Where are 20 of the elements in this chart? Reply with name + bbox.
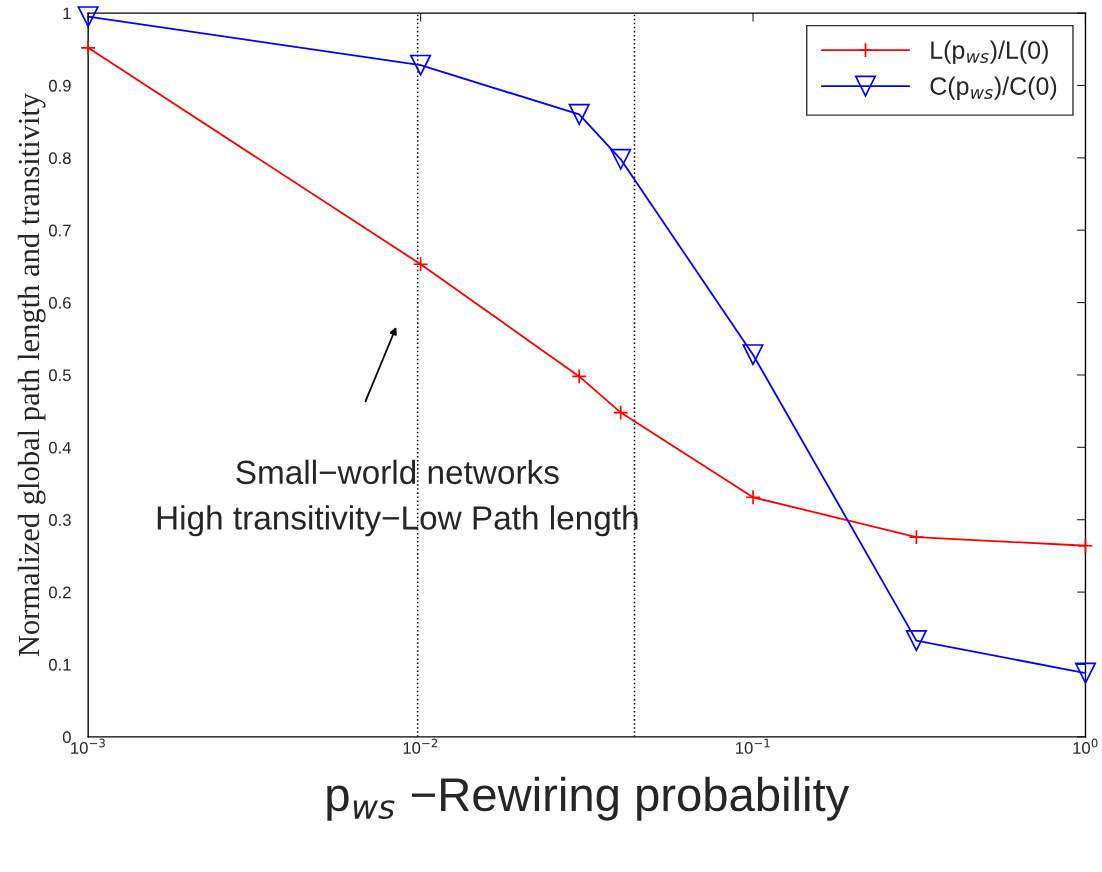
x-axis-title: p$_{ws}$ −Rewiring probability xyxy=(327,776,850,821)
y-tick-label: 0.2 xyxy=(48,586,71,599)
x-tick-label: 10$^{−3}$ xyxy=(71,738,105,754)
x-tick-label: 10$^{0}$ xyxy=(1073,738,1098,754)
y-tick-label: 0.1 xyxy=(48,658,71,671)
x-tick-label: 10$^{−1}$ xyxy=(736,738,770,754)
y-tick-label: 0.7 xyxy=(48,224,71,237)
y-tick-label: 0 xyxy=(62,731,71,744)
y-tick-label: 0.5 xyxy=(48,369,71,382)
legend-label: L(p$_{ws}$)/L(0) xyxy=(931,40,1048,64)
y-tick-label: 0.3 xyxy=(48,514,71,526)
y-tick-label: 0.9 xyxy=(48,79,71,92)
y-tick-label: 0.4 xyxy=(48,441,72,454)
y-axis-title: Normalized global path length and transitivity xyxy=(17,92,46,657)
legend-label: C(p$_{ws}$)/C(0) xyxy=(930,76,1057,100)
x-tick-label: 10$^{−2}$ xyxy=(403,738,438,754)
y-tick-label: 0.8 xyxy=(48,152,71,165)
y-tick-label: 1 xyxy=(63,7,71,20)
y-tick-label: 0.6 xyxy=(48,296,71,309)
annotation: Small−world networks High transitivity−Low Path length xyxy=(157,459,638,537)
